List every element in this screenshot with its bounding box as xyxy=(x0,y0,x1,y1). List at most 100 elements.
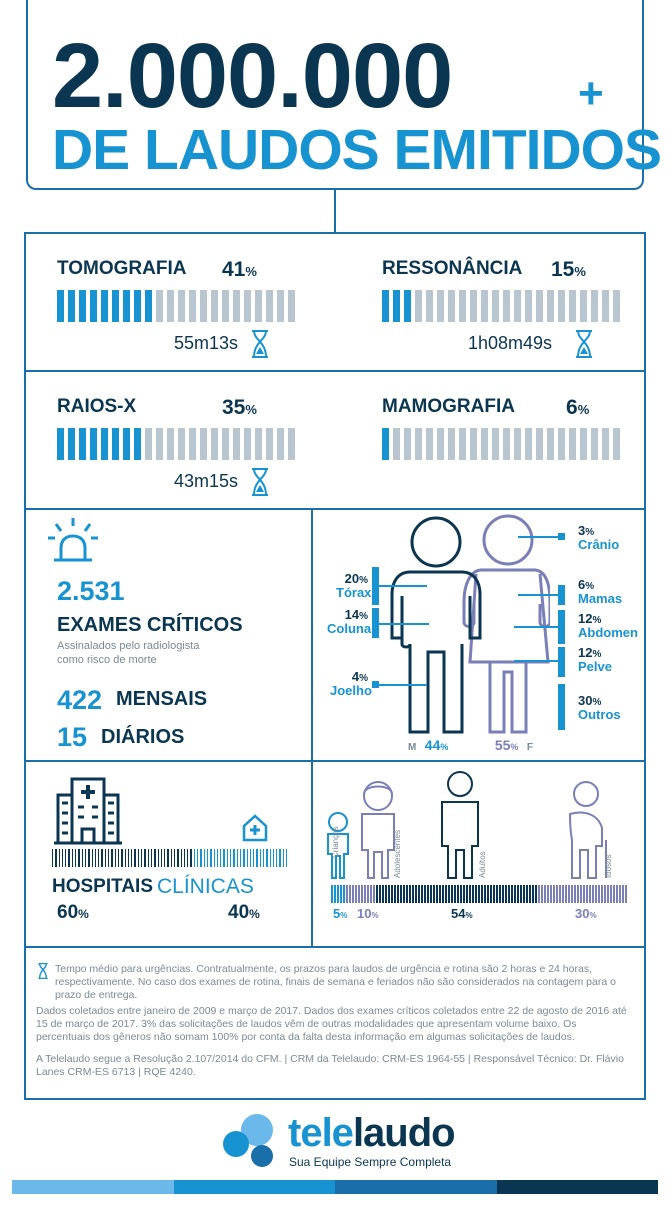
age-bar-segment xyxy=(424,885,426,903)
facility-bar-segment xyxy=(65,849,67,867)
bar-segment xyxy=(613,290,620,322)
bar-segment xyxy=(426,290,433,322)
bar-segment xyxy=(255,290,262,322)
brand-tagline: Sua Equipe Sempre Completa xyxy=(289,1155,452,1169)
body-left-2: 4% Joelho xyxy=(330,669,372,699)
age-bar-segment xyxy=(499,885,501,903)
age-bar-segment xyxy=(526,885,528,903)
modality-name: RESSONÂNCIA xyxy=(382,258,523,279)
age-bar-segment xyxy=(337,885,339,903)
age-bar-segment xyxy=(535,885,537,903)
facility-bar-segment xyxy=(249,849,252,867)
bar-segment xyxy=(514,290,521,322)
male-figure-icon xyxy=(390,516,482,734)
facility-bar-segment xyxy=(160,849,163,867)
bar-segment xyxy=(393,290,400,322)
bar-segment xyxy=(222,290,229,322)
age-bar-segment xyxy=(427,885,429,903)
age-bar-segment xyxy=(394,885,396,903)
facility-bar-segment xyxy=(233,849,235,867)
age-bar-segment xyxy=(619,885,621,903)
age-bar-segment xyxy=(508,885,510,903)
bar-segment xyxy=(382,428,389,460)
bar-segment xyxy=(90,428,97,460)
age-bar-segment xyxy=(454,885,456,903)
age-figures xyxy=(327,771,607,879)
bar-segment xyxy=(90,290,97,322)
facility-bar-segment xyxy=(263,849,265,867)
bar-segment xyxy=(211,428,218,460)
age-label-elderly: Idosos xyxy=(604,854,613,878)
bar-segment xyxy=(437,290,444,322)
bar-segment xyxy=(189,428,196,460)
facility-bar-segment xyxy=(243,849,245,867)
modality-name: TOMOGRAFIA xyxy=(57,258,187,279)
modality-name: RAIOS-X xyxy=(57,396,137,417)
facility-bar-segment xyxy=(117,849,120,867)
age-value-children: 5% xyxy=(333,906,348,921)
body-right-0: 3% Crânio xyxy=(578,523,620,553)
bar-segment xyxy=(547,290,554,322)
facility-bar-segment xyxy=(226,849,229,867)
age-bar-segment xyxy=(541,885,543,903)
facilities-bar xyxy=(52,849,288,867)
bar-segment xyxy=(569,428,576,460)
age-bar-segment xyxy=(616,885,618,903)
avg-time: 55m13s xyxy=(174,333,239,353)
age-label-adults: Adultos xyxy=(478,851,487,878)
ages-bar xyxy=(331,885,627,903)
footnote-2: Dados coletados entre janeiro de 2009 e … xyxy=(36,1005,627,1044)
facility-bar-segment xyxy=(190,849,192,867)
age-bar-segment xyxy=(484,885,486,903)
footnote-3: A Telelaudo segue a Resolução 2.107/2014… xyxy=(36,1053,624,1079)
bar-segment xyxy=(200,290,207,322)
header-subtitle: DE LAUDOS EMITIDOS xyxy=(52,118,662,182)
bar-segment xyxy=(79,428,86,460)
age-bar-segment xyxy=(364,885,366,903)
bottom-stripe xyxy=(12,1180,658,1194)
facility-bar-segment xyxy=(256,849,258,867)
age-bar-segment xyxy=(625,885,627,903)
facility-bar-segment xyxy=(193,849,196,867)
facility-bar-segment xyxy=(58,849,60,867)
bar-segment xyxy=(266,290,273,322)
bar-segment xyxy=(393,428,400,460)
facility-bar-segment xyxy=(187,849,189,867)
age-bar-segment xyxy=(367,885,369,903)
age-bar-segment xyxy=(343,885,345,903)
facility-bar-segment xyxy=(269,849,271,867)
facility-bar-segment xyxy=(101,849,103,867)
age-bar-segment xyxy=(469,885,471,903)
facility-bar-segment xyxy=(286,849,288,867)
stripe-segment xyxy=(173,1180,335,1194)
bar-segment xyxy=(211,290,218,322)
bar-segment xyxy=(255,428,262,460)
age-bar-segment xyxy=(409,885,411,903)
age-bar-segment xyxy=(358,885,360,903)
age-bar-segment xyxy=(571,885,573,903)
bar-segment xyxy=(536,428,543,460)
age-bar-segment xyxy=(412,885,414,903)
bar-segment xyxy=(591,290,598,322)
facility-bar-segment xyxy=(141,849,143,867)
age-bar-segment xyxy=(334,885,336,903)
age-label-children: Crianças xyxy=(331,826,340,858)
facility-bar-segment xyxy=(68,849,70,867)
monthly-label: MENSAIS xyxy=(116,688,208,710)
facility-bar-segment xyxy=(157,849,159,867)
age-bar-segment xyxy=(472,885,474,903)
age-bar-segment xyxy=(388,885,390,903)
bar-segment xyxy=(481,290,488,322)
bar-segment xyxy=(503,428,510,460)
bar-segment xyxy=(277,428,284,460)
age-bar-segment xyxy=(517,885,519,903)
elderly-figure-icon xyxy=(568,781,607,879)
bar-segment xyxy=(503,290,510,322)
modalities-divider xyxy=(24,370,646,372)
age-bar-segment xyxy=(622,885,624,903)
age-bar-segment xyxy=(586,885,588,903)
bar-segment xyxy=(266,428,273,460)
age-bar-segment xyxy=(583,885,585,903)
child-figure-icon xyxy=(327,812,349,879)
facility-bar-segment xyxy=(253,849,255,867)
